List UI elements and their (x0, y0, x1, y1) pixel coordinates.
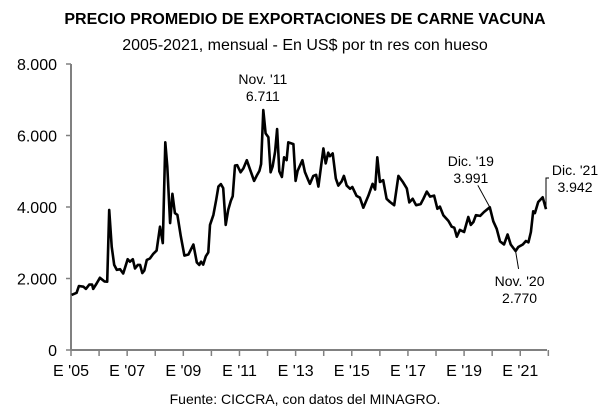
y-tick-label: 4.000 (17, 200, 57, 217)
x-tick-label: E '13 (278, 363, 314, 380)
axes: 0 2.000 4.000 6.000 8.000 E '05 E '07 E '09 E '1… (17, 57, 550, 380)
annotation-value: 3.942 (557, 179, 592, 195)
annotation-value: 2.770 (502, 290, 537, 306)
x-tick-label: E '21 (502, 363, 538, 380)
annotation-leader (477, 185, 491, 208)
chart-title: PRECIO PROMEDIO DE EXPORTACIONES DE CARN… (64, 11, 546, 28)
annotations: Nov. '116.711 Dic. '193.991 Nov. '202.770 D… (238, 71, 598, 306)
annotation-label: Dic. '19 (448, 153, 494, 169)
x-tick-label: E '17 (390, 363, 426, 380)
series-line (71, 108, 548, 297)
x-tick-label: E '11 (222, 363, 257, 380)
annotation-value: 6.711 (246, 88, 280, 104)
annotation-leader (545, 177, 549, 210)
annotation-value: 3.991 (453, 170, 488, 186)
annotation-label: Nov. '11 (238, 71, 287, 87)
x-tick-label: E '09 (165, 363, 201, 380)
y-tick-label: 2.000 (17, 272, 57, 289)
chart-subtitle: 2005-2021, mensual - En US$ por tn res c… (122, 37, 488, 54)
x-tick-label: E '07 (109, 363, 145, 380)
y-tick-label: 8.000 (17, 57, 57, 74)
annotation-label: Nov. '20 (495, 273, 545, 289)
x-tick-label: E '19 (446, 363, 482, 380)
x-tick-label: E '15 (334, 363, 370, 380)
series-group (71, 108, 548, 297)
y-tick-label: 6.000 (17, 129, 57, 146)
y-tick-label: 0 (48, 343, 57, 360)
annotation-leader (515, 250, 520, 270)
x-tick-label: E '05 (53, 363, 89, 380)
annotation-label: Dic. '21 (552, 162, 598, 178)
chart-source: Fuente: CICCRA, con datos del MINAGRO. (170, 391, 441, 407)
